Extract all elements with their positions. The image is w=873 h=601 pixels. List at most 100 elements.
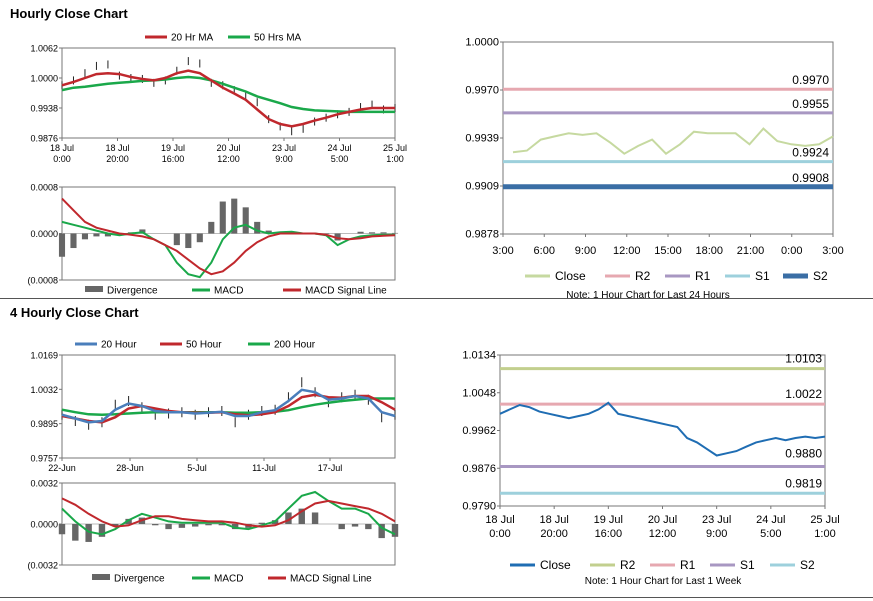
hourly-price-x-tick-label: 24 Jul (327, 143, 351, 153)
hourly-divergence-bar (208, 221, 215, 234)
four-hourly-levels-x-tick-label: 18 Jul (539, 514, 568, 526)
hourly-price-y-tick-label: 1.0000 (30, 74, 58, 84)
four-hourly-levels-y-tick-label: 0.9876 (462, 463, 496, 475)
four-hourly-divergence-bar (231, 524, 239, 530)
four-hourly-divergence-bar (338, 524, 345, 530)
hourly-divergence-bar (93, 233, 100, 237)
four-hourly-divergence-bar (191, 524, 199, 527)
hourly-divergence-bar (81, 233, 89, 240)
four-hourly-levels-legend-r1-label: R1 (680, 558, 696, 572)
four-hourly-levels-x-tick-label: 18 Jul (485, 514, 514, 526)
hourly-price-x-tick-label: 25 Jul (383, 143, 407, 153)
hourly-price-x-tick-label: 16:00 (162, 154, 185, 164)
bottom-divider (0, 597, 873, 598)
hourly-legend-divergence-swatch (85, 286, 103, 292)
four-hourly-levels-x-tick-label: 1:00 (814, 528, 835, 540)
four-hourly-levels-y-tick-label: 1.0048 (462, 387, 496, 399)
hourly-legend-20hr-ma-label: 20 Hr MA (171, 33, 214, 44)
hourly-level-s2-label: 0.9908 (792, 171, 829, 185)
four-hourly-close-line (499, 401, 826, 457)
hourly-levels-y-tick-label: 1.0000 (465, 37, 499, 49)
four-hourly-macd-y-tick-label: 0.0000 (30, 520, 58, 530)
hourly-levels-x-tick-label: 9:00 (575, 245, 596, 257)
hourly-divergence-bar (70, 233, 77, 249)
four-hourly-levels-legend-r2-label: R2 (620, 558, 636, 572)
hourly-divergence-bar (58, 233, 66, 257)
hourly-price-x-tick-label: 9:00 (275, 154, 293, 164)
four-hourly-legend-50h-label: 50 Hour (186, 340, 222, 351)
hourly-level-r1-label: 0.9955 (792, 97, 829, 111)
four-hourly-legend-divergence-swatch (92, 574, 110, 580)
hourly-macd-y-tick-label: 0.0008 (30, 183, 58, 193)
hourly-price-x-tick-label: 1:00 (386, 154, 404, 164)
four-hourly-levels-x-tick-label: 0:00 (489, 528, 510, 540)
hourly-price-x-tick-label: 12:00 (217, 154, 240, 164)
hourly-price-x-tick-label: 5:00 (331, 154, 349, 164)
hourly-price-x-tick-label: 19 Jul (161, 143, 185, 153)
four-hourly-divergence-bar (85, 524, 92, 542)
four-hourly-levels-x-tick-label: 12:00 (649, 528, 677, 540)
four-hourly-price-x-tick-label: 22-Jun (48, 463, 76, 473)
hourly-divergence-bar (357, 231, 364, 234)
four-hourly-price-x-tick-label: 28-Jun (116, 463, 144, 473)
four-hourly-levels-note: Note: 1 Hour Chart for Last 1 Week (585, 576, 743, 587)
hourly-divergence-bar (380, 232, 387, 234)
hourly-section-title: Hourly Close Chart (10, 6, 128, 21)
four-hourly-legend-20h-label: 20 Hour (101, 340, 137, 351)
four-hourly-macd-y-tick-label: 0.0032 (30, 479, 58, 489)
hourly-divergence-bar (104, 233, 111, 237)
four-hourly-legend-divergence-label: Divergence (114, 574, 165, 585)
hourly-levels-x-tick-label: 3:00 (822, 245, 843, 257)
hourly-levels-x-tick-label: 18:00 (695, 245, 723, 257)
four-hourly-levels-x-tick-label: 25 Jul (810, 514, 839, 526)
hourly-levels-x-tick-label: 6:00 (534, 245, 555, 257)
hourly-divergence-bar (196, 233, 203, 243)
hourly-20hr-ma-line (61, 69, 395, 128)
four-hourly-price-x-tick-label: 11-Jul (252, 463, 276, 473)
four-hourly-levels-x-tick-label: 24 Jul (756, 514, 785, 526)
four-hourly-levels-y-tick-label: 0.9962 (462, 425, 496, 437)
four-hourly-price-x-tick-label: 17-Jul (318, 463, 343, 473)
four-hourly-divergence-bar (391, 524, 399, 537)
hourly-close-line (512, 127, 834, 155)
hourly-macd-line (61, 220, 395, 279)
four-hourly-divergence-bar (365, 524, 372, 530)
four-hourly-divergence-bar (311, 512, 319, 524)
hourly-divergence-bar (254, 221, 261, 234)
four-hourly-level-r2-label: 1.0103 (785, 352, 822, 366)
four-hourly-macd-line (61, 490, 396, 536)
four-hourly-divergence-bar (72, 524, 79, 541)
four-hourly-levels-x-tick-label: 23 Jul (702, 514, 731, 526)
hourly-levels-y-tick-label: 0.9939 (465, 133, 499, 145)
hourly-divergence-bar (334, 233, 341, 241)
four-hourly-price-y-tick-label: 1.0032 (30, 385, 58, 395)
four-hourly-divergence-bar (178, 524, 186, 528)
four-hourly-divergence-bar (205, 524, 212, 526)
four-hourly-levels-x-tick-label: 20:00 (540, 528, 568, 540)
hourly-divergence-bar (173, 233, 180, 246)
hourly-price-y-tick-label: 0.9876 (30, 134, 58, 144)
hourly-divergence-bar (391, 232, 399, 234)
section-divider (0, 298, 873, 299)
four-hourly-divergence-bar (58, 524, 66, 535)
four-hourly-divergence-bar (218, 524, 226, 526)
four-hourly-levels-x-tick-label: 20 Jul (648, 514, 677, 526)
hourly-divergence-bar (242, 207, 249, 234)
four-hourly-levels-x-tick-label: 16:00 (595, 528, 623, 540)
four-hourly-levels-frame (499, 354, 826, 507)
hourly-price-y-tick-label: 1.0062 (30, 44, 58, 54)
hourly-levels-legend-close-label: Close (555, 269, 586, 283)
hourly-price-x-tick-label: 23 Jul (272, 143, 296, 153)
four-hourly-divergence-bar (98, 524, 106, 537)
hourly-macd-y-tick-label: 0.0000 (30, 229, 58, 239)
hourly-levels-frame (502, 41, 834, 235)
hourly-macd-signal-line (61, 197, 396, 276)
four-hourly-divergence-bar (165, 524, 172, 530)
hourly-legend-macd-label: MACD (214, 286, 243, 297)
hourly-price-x-tick-label: 0:00 (53, 154, 71, 164)
hourly-levels-legend-s2-label: S2 (813, 269, 828, 283)
hourly-levels-x-tick-label: 12:00 (613, 245, 641, 257)
hourly-levels-x-tick-label: 15:00 (654, 245, 682, 257)
hourly-levels-x-tick-label: 3:00 (492, 245, 513, 257)
